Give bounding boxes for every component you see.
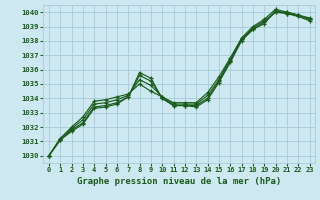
- X-axis label: Graphe pression niveau de la mer (hPa): Graphe pression niveau de la mer (hPa): [77, 177, 281, 186]
